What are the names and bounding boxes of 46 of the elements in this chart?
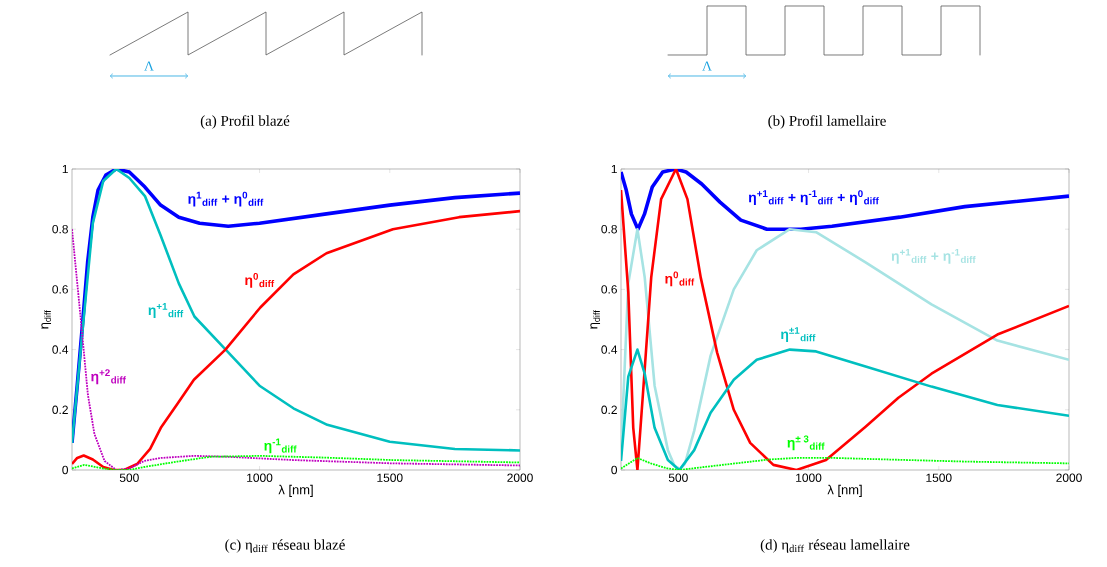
series-label: η$^{-1}$diff: [264, 438, 297, 454]
series-label: η$^{0}$diff: [665, 271, 695, 287]
y-tick-label: 0.2: [601, 405, 617, 415]
text: (d) η$_{diff}$ réseau lamellaire: [760, 539, 910, 553]
x-tick-label: 1000: [247, 473, 273, 482]
line-series: [621, 457, 1070, 470]
x-tick-label: 2000: [1056, 473, 1082, 482]
y-tick-label: 0.4: [601, 345, 618, 354]
line-series: [72, 454, 520, 470]
x-tick-label: 500: [119, 473, 139, 482]
y-tick-label: 0.8: [52, 224, 68, 234]
x-tick-label: 1000: [796, 473, 822, 482]
line-series: [621, 348, 1070, 470]
line-series: [621, 227, 1070, 470]
y-tick-label: 0: [62, 465, 69, 475]
text: η$^{+1}$$_{diff}$ + η$^{-1}$$_{diff}$ + η$^{0}$diff: [748, 190, 879, 206]
y-axis-title: η$_{diff}$: [41, 310, 52, 329]
series-label: η$^{0}$diff: [245, 272, 275, 288]
text: (b) Profil lamellaire: [768, 115, 886, 129]
line-series: [621, 169, 1070, 231]
y-tick-label: 0.4: [52, 345, 69, 354]
line-series: [621, 169, 1070, 470]
text: (a) Profil blazé: [200, 115, 290, 129]
x-axis-title: λ [nm]: [278, 484, 313, 497]
y-tick-label: 1: [62, 164, 68, 174]
x-tick-label: 500: [668, 473, 688, 482]
x-tick-label: 1500: [377, 473, 403, 482]
x-tick-label: 1500: [926, 473, 952, 482]
x-tick-label: 2000: [507, 473, 533, 482]
text: Λ: [144, 61, 154, 71]
y-tick-label: 0.6: [52, 285, 68, 294]
series-label: η$^{±1}$diff: [781, 327, 816, 342]
y-tick-label: 0: [611, 465, 618, 475]
series-label: η$^{+2}$diff: [91, 369, 126, 385]
y-tick-label: 0.6: [601, 285, 617, 294]
x-axis-title: λ [nm]: [827, 484, 862, 497]
y-tick-label: 1: [611, 164, 617, 174]
series-label: η$^{1}$$_{diff}$ + η$^{0}$diff: [188, 191, 264, 207]
y-tick-label: 0.2: [52, 405, 68, 415]
y-tick-label: 0.8: [601, 224, 617, 234]
series-label: η$^{+1}$$_{diff}$ + η$^{-1}$diff: [891, 248, 976, 264]
text: Λ: [702, 61, 712, 71]
series-label: η$^{+1}$diff: [148, 303, 184, 318]
y-axis-title: η$_{diff}$: [590, 310, 601, 329]
text: (c) η$_{diff}$ réseau blazé: [225, 539, 345, 553]
series-label: η$^{± 3}$diff: [787, 435, 825, 451]
